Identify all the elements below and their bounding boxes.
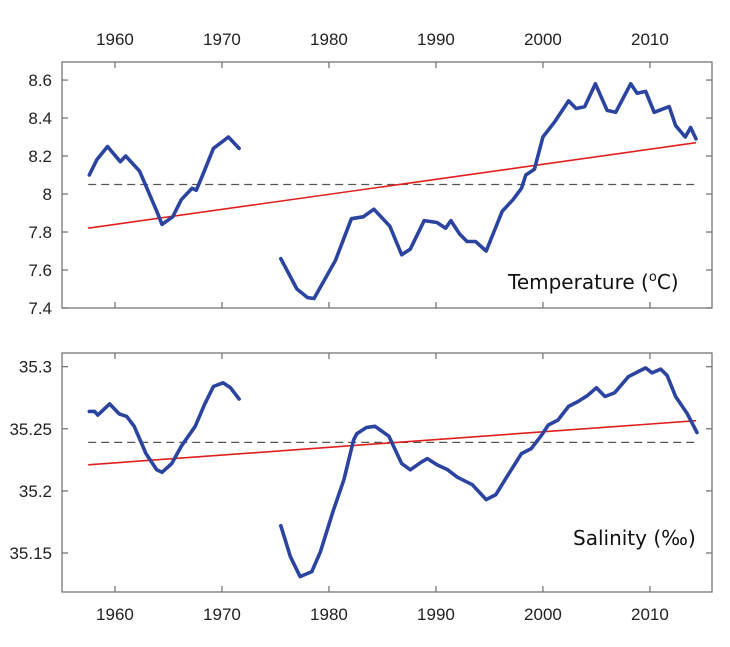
x-tick-label: 2010	[631, 605, 669, 624]
x-tick-label: 1970	[203, 30, 241, 49]
x-tick-label: 1980	[310, 605, 348, 624]
data-series-line	[87, 135, 241, 227]
x-tick-label: 2010	[631, 30, 669, 49]
temperature-annotation: Temperature (oC)	[507, 270, 679, 294]
y-tick-label: 35.25	[9, 420, 52, 439]
y-tick-label: 7.8	[28, 223, 52, 242]
trend-line	[88, 141, 697, 229]
plot-frame	[61, 352, 713, 593]
data-series-line	[278, 366, 699, 579]
x-tick-label: 1980	[310, 30, 348, 49]
x-tick-label: 1960	[96, 30, 134, 49]
x-tick-label: 1990	[417, 30, 455, 49]
data-series-line	[87, 380, 241, 475]
y-tick-label: 35.2	[19, 482, 52, 501]
y-tick-label: 8.6	[28, 71, 52, 90]
y-tick-label: 8	[43, 185, 52, 204]
temperature-panel: 1960 1970 1980 1990 2000 2010 7.4 7.6 7.8 8 8.2 8.4…	[28, 30, 713, 318]
x-tick-label: 2000	[524, 605, 562, 624]
salinity-annotation: Salinity (‰)	[573, 526, 696, 550]
y-tick-label: 8.4	[28, 109, 52, 128]
data-series-line	[278, 82, 698, 301]
y-tick-label: 7.6	[28, 261, 52, 280]
y-tick-label: 8.2	[28, 147, 52, 166]
x-tick-label: 2000	[524, 30, 562, 49]
x-tick-label: 1960	[96, 605, 134, 624]
x-tick-label: 1970	[203, 605, 241, 624]
salinity-panel: 1960 1970 1980 1990 2000 2010 35.15 35.2 35.25 35…	[9, 352, 713, 624]
y-tick-label: 7.4	[28, 299, 52, 318]
x-tick-label: 1990	[417, 605, 455, 624]
y-tick-label: 35.3	[19, 358, 52, 377]
y-tick-label: 35.15	[9, 544, 52, 563]
plot-frame	[61, 61, 713, 309]
